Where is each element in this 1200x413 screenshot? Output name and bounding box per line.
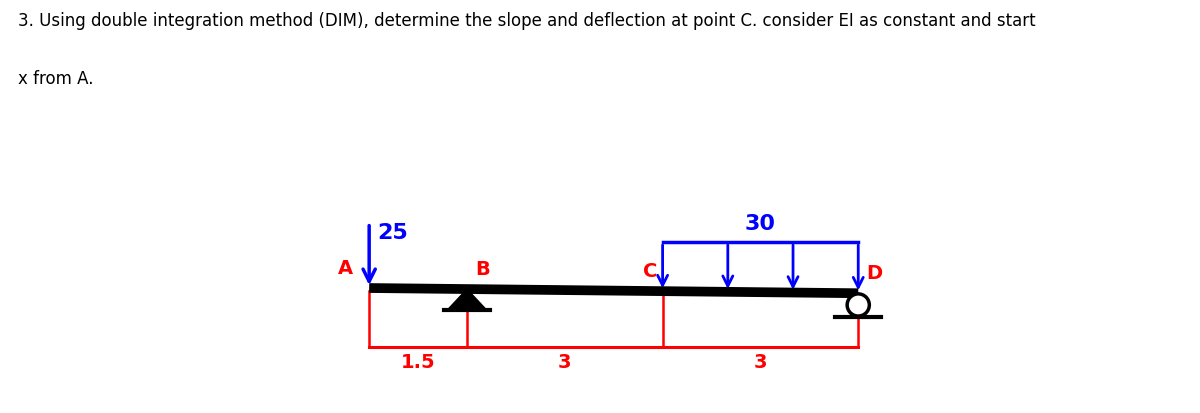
- Text: 25: 25: [377, 223, 408, 243]
- Text: 3: 3: [754, 353, 767, 372]
- Text: B: B: [475, 260, 490, 279]
- Text: x from A.: x from A.: [18, 70, 94, 88]
- Text: C: C: [643, 262, 658, 281]
- Polygon shape: [448, 289, 486, 310]
- Text: 3. Using double integration method (DIM), determine the slope and deflection at : 3. Using double integration method (DIM)…: [18, 12, 1036, 31]
- Text: D: D: [866, 264, 882, 283]
- Text: 3: 3: [558, 353, 571, 372]
- Circle shape: [847, 294, 869, 316]
- Text: 30: 30: [745, 214, 776, 235]
- Text: 1.5: 1.5: [401, 353, 436, 372]
- Text: A: A: [337, 259, 353, 278]
